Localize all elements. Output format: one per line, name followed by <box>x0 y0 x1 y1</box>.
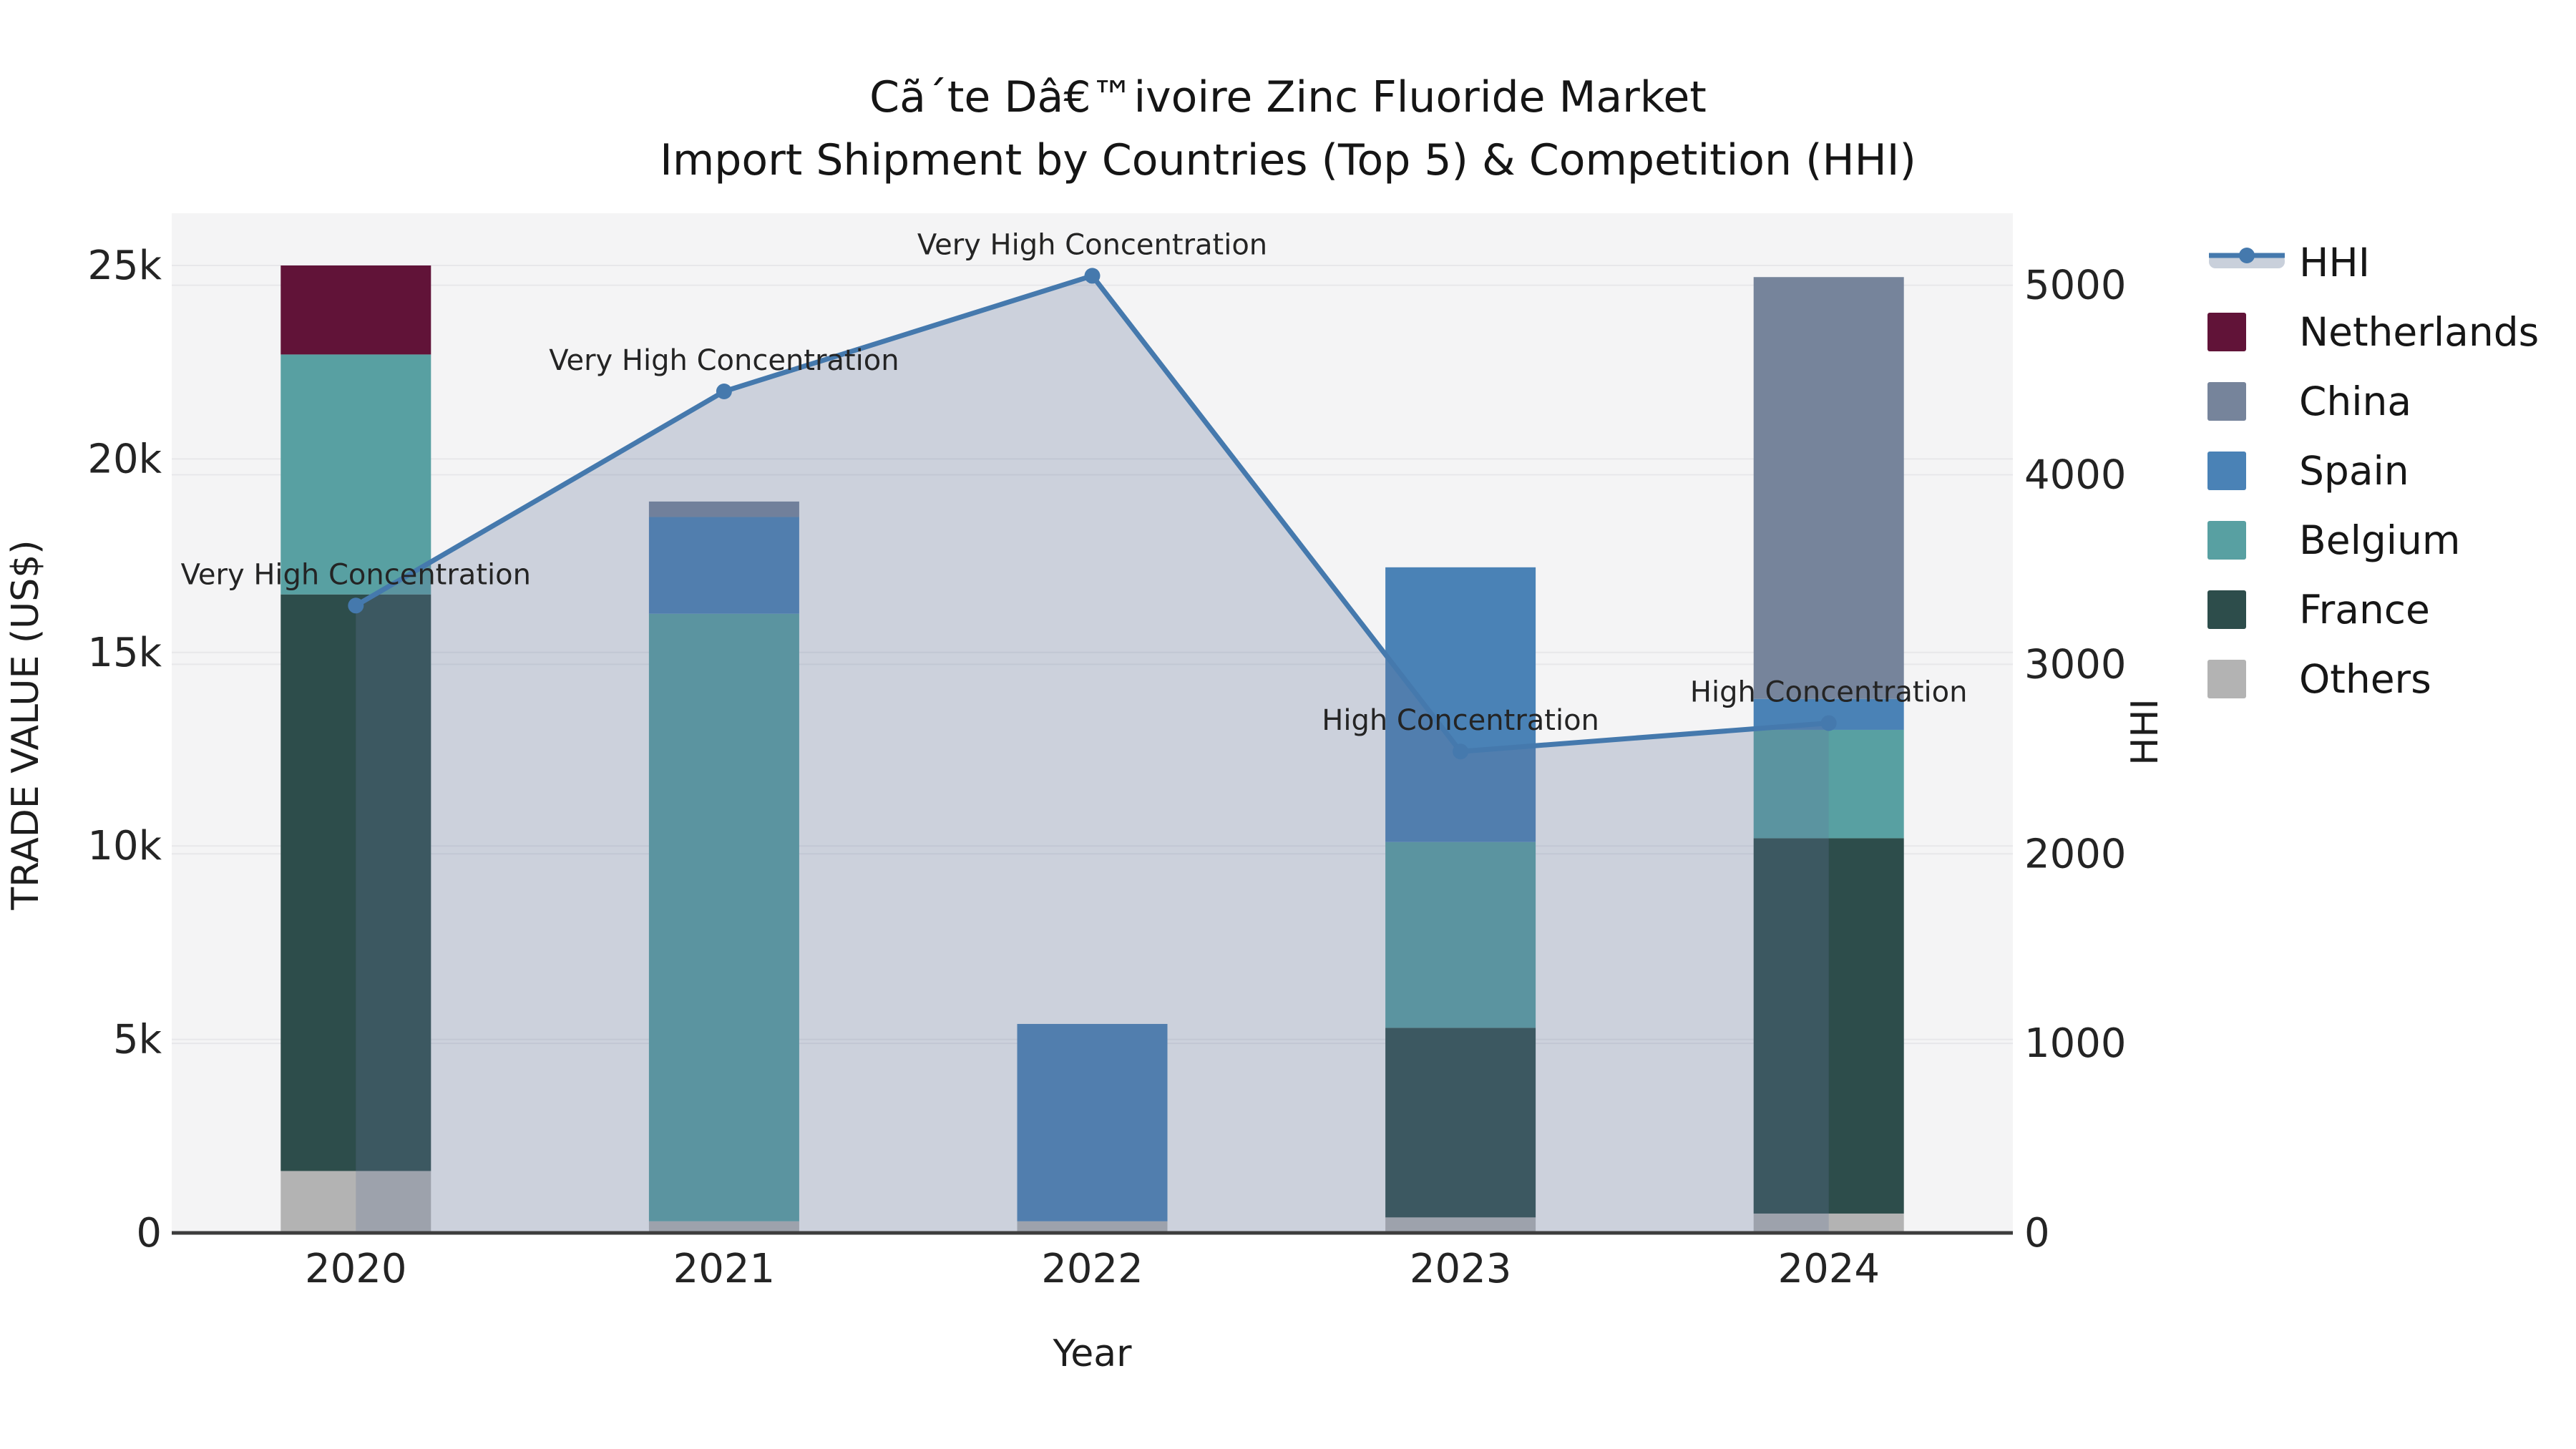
y-tick-right: 3000 <box>2024 641 2127 688</box>
annotation: Very High Concentration <box>181 558 531 591</box>
color-swatch <box>2207 520 2246 560</box>
annotation: Very High Concentration <box>549 344 899 377</box>
color-swatch <box>2207 590 2246 629</box>
hhi-line-icon <box>2207 243 2286 283</box>
hhi-marker <box>348 597 364 614</box>
legend-item-others: Others <box>2207 644 2539 713</box>
y-tick-left: 0 <box>136 1210 162 1257</box>
bar-segment-china <box>1753 277 1904 699</box>
y-tick-right: 4000 <box>2024 452 2127 499</box>
color-swatch-icon <box>2207 659 2286 698</box>
legend-label: France <box>2299 586 2430 633</box>
x-tick: 2024 <box>1777 1246 1880 1292</box>
x-tick: 2020 <box>305 1246 407 1292</box>
legend-label: Netherlands <box>2299 308 2540 355</box>
bar-segment-others <box>648 1221 799 1233</box>
y-tick-left: 20k <box>87 436 162 482</box>
legend-item-hhi: HHI <box>2207 228 2539 297</box>
y-tick-left: 10k <box>87 823 162 869</box>
bar-segment-netherlands <box>280 265 431 355</box>
bar-segment-spain <box>1385 567 1536 842</box>
bar-segment-france <box>1753 838 1904 1214</box>
bar-segment-others <box>1017 1221 1168 1233</box>
bar-segment-others <box>1753 1213 1904 1233</box>
color-swatch-icon <box>2207 590 2286 629</box>
legend-label: Belgium <box>2299 517 2461 563</box>
color-swatch <box>2207 312 2246 351</box>
y-tick-right: 2000 <box>2024 831 2127 877</box>
legend-item-china: China <box>2207 366 2539 436</box>
legend-label: HHI <box>2299 239 2370 286</box>
y-tick-right: 5000 <box>2024 263 2127 309</box>
page-title: Cã´te Dâ€™ivoire Zinc Fluoride Market <box>869 72 1707 122</box>
color-swatch <box>2207 381 2246 421</box>
y-axis-label-left: TRADE VALUE (US$) <box>4 540 47 910</box>
bar-segment-belgium <box>1385 841 1536 1028</box>
color-swatch-icon <box>2207 312 2286 351</box>
bar-segment-spain <box>1017 1023 1168 1221</box>
hhi-marker <box>716 383 732 399</box>
color-swatch-icon <box>2207 520 2286 560</box>
bar-segment-france <box>280 594 431 1171</box>
bar-segment-france <box>1385 1028 1536 1218</box>
x-tick: 2023 <box>1410 1246 1512 1292</box>
color-swatch-icon <box>2207 381 2286 421</box>
hhi-area <box>356 275 1829 1233</box>
bar-segment-belgium <box>1753 729 1904 839</box>
color-swatch <box>2207 451 2246 490</box>
title-block: Cã´te Dâ€™ivoire Zinc Fluoride Market Im… <box>0 66 2576 192</box>
x-tick: 2022 <box>1041 1246 1143 1292</box>
color-swatch <box>2207 659 2246 698</box>
annotation: Very High Concentration <box>917 228 1267 261</box>
y-axis-label-right: HHI <box>2124 698 2167 766</box>
annotation: High Concentration <box>1690 676 1968 709</box>
legend-label: Others <box>2299 655 2431 702</box>
bar-segment-others <box>280 1171 431 1233</box>
x-tick: 2021 <box>673 1246 776 1292</box>
y-tick-left: 25k <box>87 243 162 289</box>
bar-segment-belgium <box>280 354 431 595</box>
bar-segment-others <box>1385 1217 1536 1233</box>
annotation: High Concentration <box>1322 704 1599 737</box>
bar-segment-belgium <box>648 613 799 1221</box>
legend-label: China <box>2299 378 2412 424</box>
y-tick-left: 15k <box>87 630 162 676</box>
color-swatch-icon <box>2207 451 2286 490</box>
y-tick-right: 0 <box>2024 1210 2050 1257</box>
legend-item-france: France <box>2207 575 2539 644</box>
legend-label: Spain <box>2299 447 2409 494</box>
hhi-marker <box>1084 268 1101 284</box>
y-tick-right: 1000 <box>2024 1020 2127 1067</box>
legend-item-belgium: Belgium <box>2207 505 2539 575</box>
bar-segment-china <box>648 501 799 517</box>
legend-item-spain: Spain <box>2207 436 2539 505</box>
hhi-marker <box>1820 715 1837 731</box>
hhi-marker <box>1453 743 1469 760</box>
bar-segment-spain <box>648 517 799 614</box>
page-subtitle: Import Shipment by Countries (Top 5) & C… <box>660 135 1916 185</box>
y-tick-left: 5k <box>113 1017 162 1063</box>
legend-item-netherlands: Netherlands <box>2207 297 2539 366</box>
legend: HHI Netherlands China Spain Belgium France Oth… <box>2207 228 2539 713</box>
x-axis-label: Year <box>1053 1332 1132 1375</box>
